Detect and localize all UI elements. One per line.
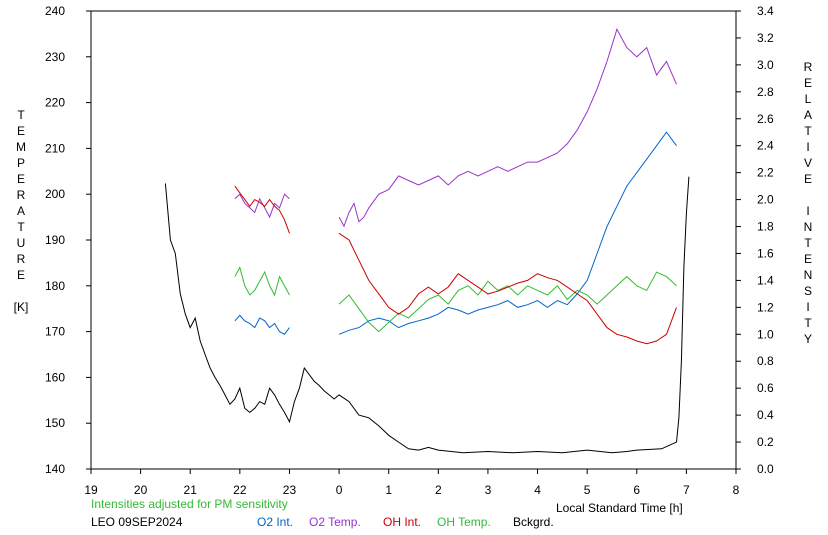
y-label-left-char: R	[17, 188, 26, 202]
y-label-right-char: Y	[804, 332, 812, 346]
y-tick-label-right: 1.0	[757, 327, 774, 341]
y-label-right-char: E	[804, 172, 812, 186]
x-tick-label: 8	[733, 483, 740, 497]
y-label-left-char: T	[17, 108, 25, 122]
y-label-right-char: A	[804, 108, 812, 122]
x-tick-label: 4	[534, 483, 541, 497]
series-line-oh-temp	[338, 271, 677, 333]
y-tick-label-right: 2.4	[757, 139, 774, 153]
x-tick-label: 6	[633, 483, 640, 497]
y-tick-label-right: 1.8	[757, 220, 774, 234]
y-tick-label-left: 150	[45, 416, 65, 430]
x-tick-label: 7	[683, 483, 690, 497]
series-layer	[164, 28, 690, 454]
series-line-o2-int	[234, 314, 290, 335]
y-label-left-char: P	[17, 156, 25, 170]
y-tick-label-left: 170	[45, 325, 65, 339]
y-label-right-char: R	[804, 60, 813, 74]
y-axis-left: 140 150 160 170 180 190 200 210 220 230 240	[45, 4, 91, 476]
y-tick-label-right: 2.0	[757, 193, 774, 207]
x-tick-label: 5	[584, 483, 591, 497]
x-tick-label: 3	[485, 483, 492, 497]
y-label-left-char: E	[17, 268, 25, 282]
y-tick-label-right: 1.2	[757, 300, 774, 314]
y-label-right-char: S	[804, 284, 812, 298]
x-tick-label: 1	[385, 483, 392, 497]
y-label-right-char: L	[805, 92, 812, 106]
y-tick-label-left: 190	[45, 233, 65, 247]
y-label-right-char: I	[806, 204, 809, 218]
sensitivity-note: Intensities adjusted for PM sensitivity	[91, 497, 288, 511]
y-tick-label-left: 220	[45, 96, 65, 110]
y-label-left-char: U	[17, 236, 26, 250]
y-label-left-char: T	[17, 220, 25, 234]
y-label-right-char: I	[806, 300, 809, 314]
y-label-left-char: M	[16, 140, 26, 154]
x-axis: 19 20 21 22 23 0 1 2 3 4 5 6 7 8	[84, 469, 740, 497]
y-label-right-char: E	[804, 252, 812, 266]
x-tick-label: 21	[184, 483, 198, 497]
y-tick-label-right: 0.2	[757, 435, 774, 449]
y-label-left-char: E	[17, 172, 25, 186]
y-tick-label-right: 0.6	[757, 381, 774, 395]
series-line-o2-temp	[234, 193, 290, 219]
y-label-left-char: R	[17, 252, 26, 266]
y-label-right-char: T	[804, 124, 812, 138]
series-line-oh-int	[234, 185, 290, 234]
x-tick-label: 22	[233, 483, 247, 497]
y-tick-label-left: 180	[45, 279, 65, 293]
y-label-right-char: I	[806, 140, 809, 154]
x-axis-label: Local Standard Time [h]	[556, 501, 683, 515]
x-tick-label: 20	[134, 483, 148, 497]
y-tick-label-right: 1.4	[757, 273, 774, 287]
y-axis-right: 0.0 0.2 0.4 0.6 0.8 1.0 1.2 1.4 1.6 1.8 2.0 2.2 2.4 2…	[736, 4, 774, 476]
station-date: LEO 09SEP2024	[91, 515, 183, 529]
x-tick-label: 2	[435, 483, 442, 497]
y-tick-label-right: 3.0	[757, 58, 774, 72]
y-label-right-char: N	[804, 220, 813, 234]
y-label-left-char: A	[17, 204, 25, 218]
y-tick-label-right: 0.0	[757, 462, 774, 476]
y-label-left-char: E	[17, 124, 25, 138]
series-line-oh-temp	[234, 266, 290, 297]
y-tick-label-left: 210	[45, 141, 65, 155]
legend-item: Bckgrd.	[513, 515, 554, 529]
series-line-oh-int	[338, 232, 677, 345]
x-tick-label: 23	[283, 483, 297, 497]
y-tick-label-right: 3.2	[757, 31, 774, 45]
x-tick-label: 19	[84, 483, 98, 497]
y-tick-label-right: 2.6	[757, 112, 774, 126]
y-tick-label-right: 2.8	[757, 85, 774, 99]
y-label-right-char: E	[804, 76, 812, 90]
y-label-right-char: T	[804, 316, 812, 330]
series-line-o2-temp	[338, 28, 677, 228]
y-tick-label-left: 140	[45, 462, 65, 476]
y-tick-label-right: 0.8	[757, 354, 774, 368]
y-label-right-char: V	[804, 156, 812, 170]
y-tick-label-left: 230	[45, 50, 65, 64]
y-tick-label-right: 0.4	[757, 408, 774, 422]
y-tick-label-left: 200	[45, 187, 65, 201]
y-label-right-char: T	[804, 236, 812, 250]
y-tick-label-right: 2.2	[757, 166, 774, 180]
series-line-bckgrd	[164, 176, 690, 454]
y-tick-label-right: 1.6	[757, 246, 774, 260]
series-line-o2-int	[338, 131, 677, 335]
y-tick-label-left: 240	[45, 4, 65, 18]
legend-item: OH Temp.	[437, 515, 491, 529]
x-tick-label: 0	[336, 483, 343, 497]
y-label-right-char: N	[804, 268, 813, 282]
y-tick-label-left: 160	[45, 370, 65, 384]
legend-item: O2 Int.	[257, 515, 293, 529]
legend-item: OH Int.	[383, 515, 421, 529]
plot-frame	[90, 10, 737, 470]
legend-item: O2 Temp.	[309, 515, 361, 529]
legend: O2 Int. O2 Temp. OH Int. OH Temp. Bckgrd.	[257, 515, 554, 529]
y-tick-label-right: 3.4	[757, 4, 774, 18]
y-label-left-char: [K]	[14, 300, 29, 314]
